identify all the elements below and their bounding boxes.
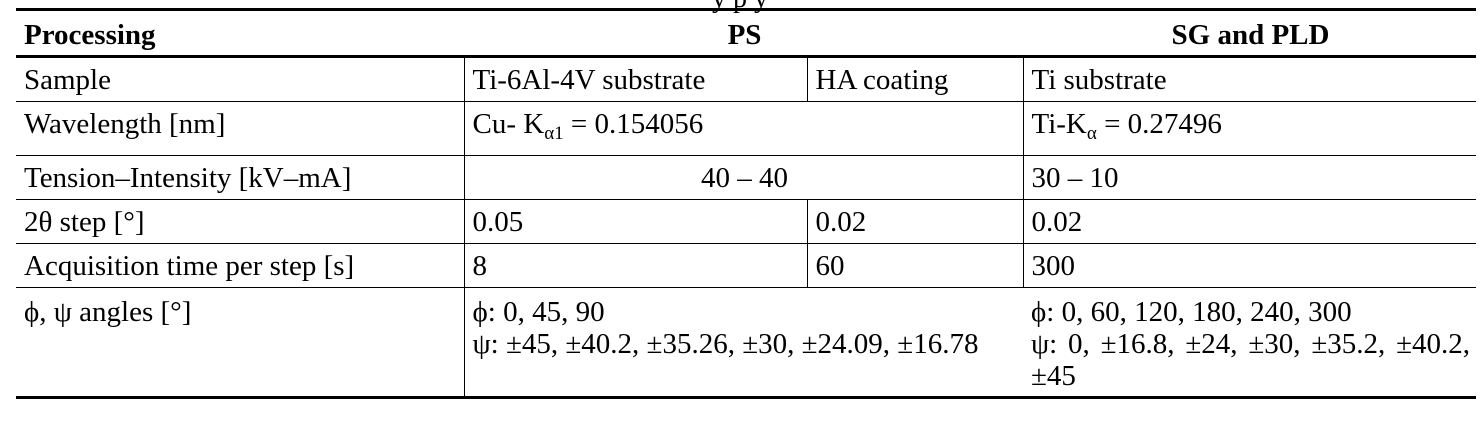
cell-ps-coating: 60 <box>807 243 1024 288</box>
cell-ps-substrate: 8 <box>464 243 808 288</box>
header-processing: Processing <box>16 8 464 58</box>
cell-ps-angles: ϕ: 0, 45, 90 ψ: ±45, ±40.2, ±35.26, ±30,… <box>464 287 1023 399</box>
header-ps: PS <box>464 8 1023 58</box>
table-header-row: Processing PS SG and PLD <box>16 8 1476 58</box>
cell-sg-angles: ϕ: 0, 60, 120, 180, 240, 300 ψ: 0, ±16.8… <box>1023 287 1476 399</box>
table-row-wavelength: Wavelength [nm] Cu- Kα1 = 0.154056 Ti-Kα… <box>16 101 1476 156</box>
cell-sg-pld: 300 <box>1023 243 1476 288</box>
row-label: Acquisition time per step [s] <box>16 243 465 288</box>
table-row-tension: Tension–Intensity [kV–mA] 40 – 40 30 – 1… <box>16 155 1476 200</box>
table-row-acquisition: Acquisition time per step [s] 8 60 300 <box>16 243 1476 288</box>
cell-ps-coating: 0.02 <box>807 199 1024 244</box>
row-label: Tension–Intensity [kV–mA] <box>16 155 465 200</box>
header-sg-pld: SG and PLD <box>1023 8 1476 58</box>
table-row-angles: ϕ, ψ angles [°] ϕ: 0, 45, 90 ψ: ±45, ±40… <box>16 287 1476 399</box>
row-label: Wavelength [nm] <box>16 101 465 156</box>
row-label: ϕ, ψ angles [°] <box>16 287 465 399</box>
ps-psi-line: ψ: ±45, ±40.2, ±35.26, ±30, ±24.09, ±16.… <box>472 328 979 360</box>
cell-sg-wavelength: Ti-Kα = 0.27496 <box>1023 101 1476 156</box>
cell-sg-tension: 30 – 10 <box>1023 155 1476 200</box>
sg-phi-line: ϕ: 0, 60, 120, 180, 240, 300 <box>1031 296 1352 328</box>
table-row-step: 2θ step [°] 0.05 0.02 0.02 <box>16 199 1476 244</box>
xrd-parameters-table: Processing PS SG and PLD Sample Ti-6Al-4… <box>16 8 1476 399</box>
ps-phi-line: ϕ: 0, 45, 90 <box>472 296 605 328</box>
cell-ps-substrate: Ti-6Al-4V substrate <box>464 56 808 102</box>
cell-ps-tension: 40 – 40 <box>464 155 1024 200</box>
cell-sg-pld: 0.02 <box>1023 199 1476 244</box>
cell-sg-pld: Ti substrate <box>1023 56 1476 102</box>
row-label: 2θ step [°] <box>16 199 465 244</box>
cell-ps-wavelength: Cu- Kα1 = 0.154056 <box>464 101 1024 156</box>
cell-ps-substrate: 0.05 <box>464 199 808 244</box>
row-label: Sample <box>16 56 465 102</box>
sg-psi-line: ψ: 0, ±16.8, ±24, ±30, ±35.2, ±40.2, ±45 <box>1031 328 1470 392</box>
table-row-sample: Sample Ti-6Al-4V substrate HA coating Ti… <box>16 56 1476 102</box>
cell-ps-coating: HA coating <box>807 56 1024 102</box>
